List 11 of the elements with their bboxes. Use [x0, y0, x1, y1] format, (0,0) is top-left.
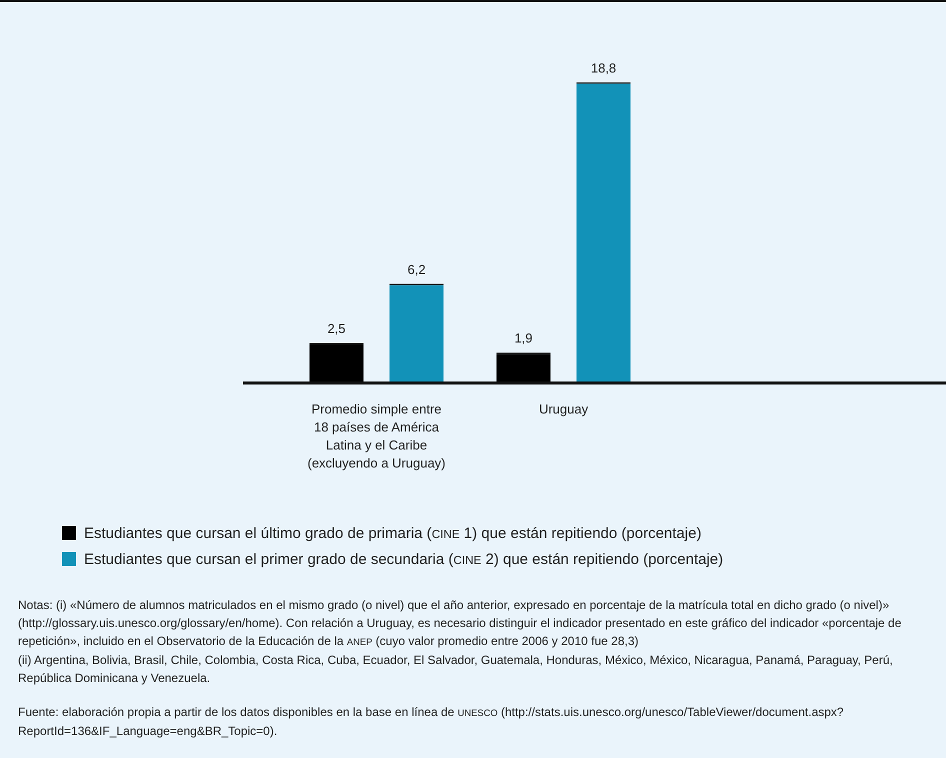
- text: Notas: (i) «Número de alumnos matriculados en el mismo grado (o nivel) que el año anterior, expresado en porcentaje de la matrícula total en dicho grado (o nivel)» (http://glossary.uis.unesco.org/glossary/en/home). Con relación a Uruguay, es necesario distinguir el indicador presentado en este gráfico del indicador «porcentaje de repetición», incluido en el Observatorio de la Educación de la ANEP (cuyo valor promedio entre 2006 y 2010 fue 28,3): [18, 597, 902, 650]
- legend-label: Estudiantes que cursan el último grado de primaria (CINE 1) que están repitiendo (porcentaje): [84, 524, 702, 542]
- data-label: 6,2: [407, 262, 426, 277]
- text: (ii) Argentina, Bolivia, Brasil, Chile, Colombia, Costa Rica, Cuba, Ecuador, El Salvador, Guatemala, Honduras, México, México, Nicaragua, Panamá, Paraguay, Perú, República Dominicana y Venezuela.: [18, 652, 894, 687]
- x-tick-label: Uruguay: [538, 402, 589, 417]
- data-label: 1,9: [514, 330, 533, 346]
- data-label: 18,8: [590, 60, 616, 76]
- data-label: 2,5: [327, 321, 346, 336]
- legend-label: Estudiantes que cursan el primer grado de secundaria (CINE 2) que están repitiendo (porcentaje): [84, 550, 724, 568]
- text: Fuente: elaboración propia a partir de los datos disponibles en la base en línea de UNESCO (http://stats.uis.unesco.org/unesco/TableViewer/document.aspx?ReportId=136&IF_Language=eng&BR_Topic=0).: [18, 705, 844, 738]
- x-tick-label: Promedio simple entre 18 países de América Latina y el Caribe (excluyendo a Uruguay): [307, 402, 446, 470]
